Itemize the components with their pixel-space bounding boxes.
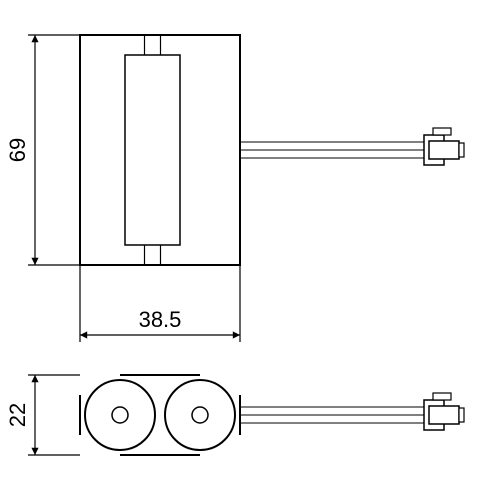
dim-label: 69 [5, 138, 30, 162]
dim-label: 38.5 [139, 307, 182, 332]
end-view [80, 375, 464, 455]
dim-label: 22 [5, 403, 30, 427]
top-view [80, 35, 464, 265]
